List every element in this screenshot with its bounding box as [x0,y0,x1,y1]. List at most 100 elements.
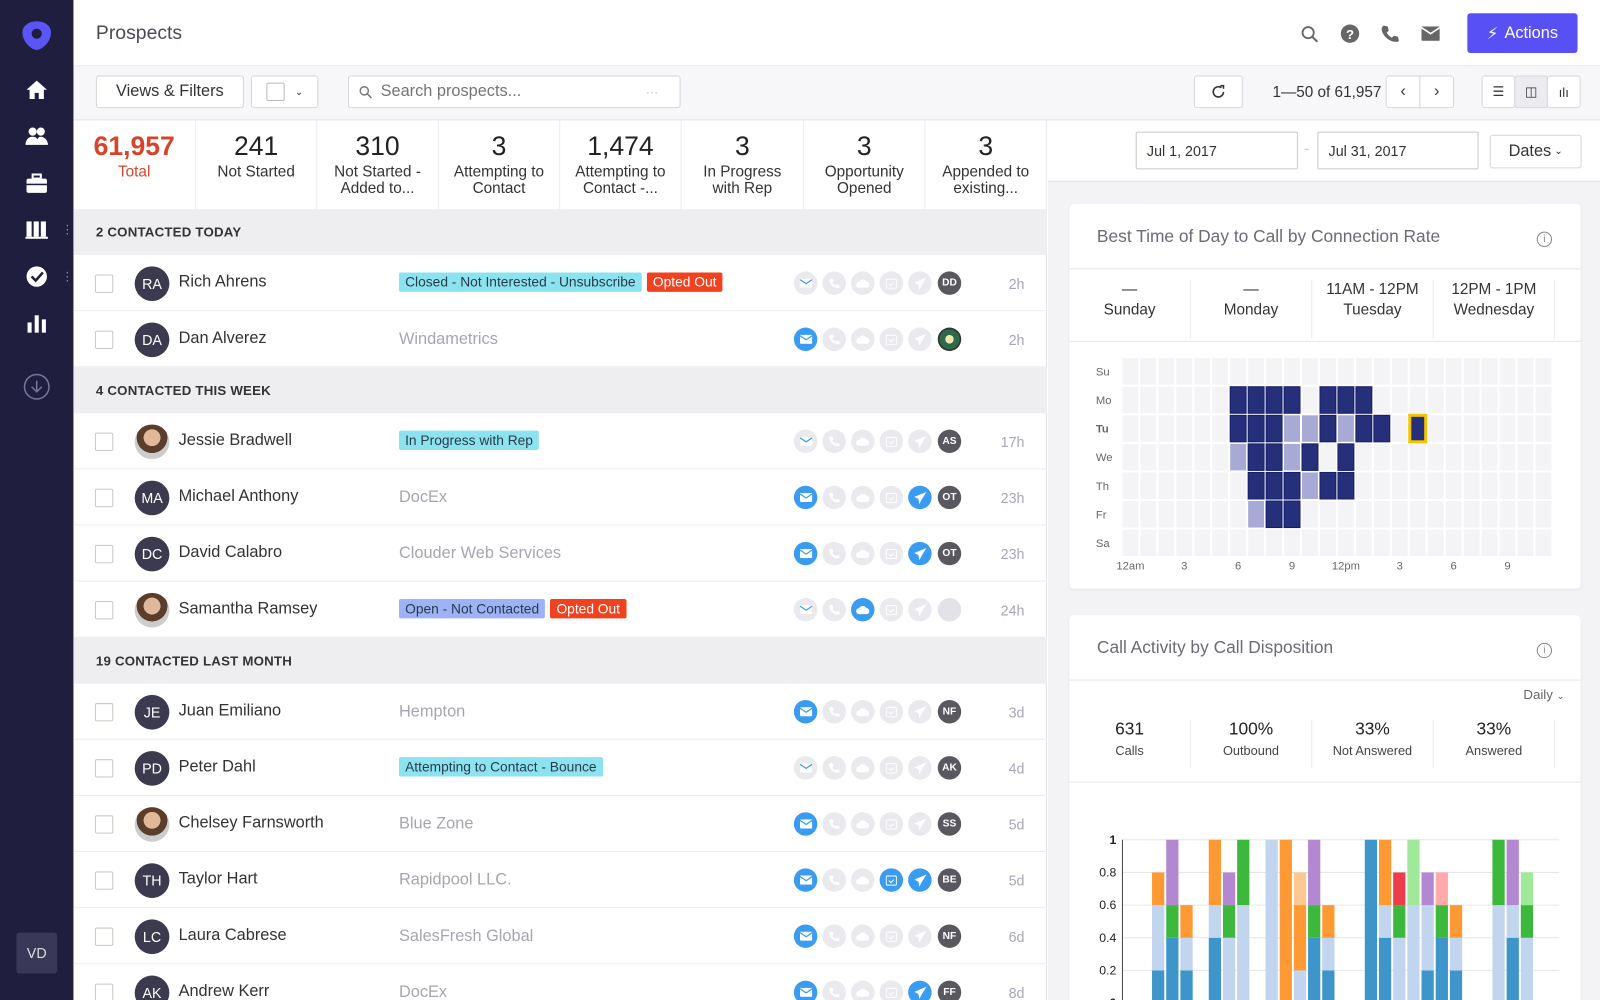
heatmap-cell[interactable] [1499,386,1516,414]
bar-segment[interactable] [1208,905,1222,938]
heatmap-cell[interactable] [1140,529,1157,557]
row-checkbox[interactable] [94,601,114,620]
heatmap-cell[interactable] [1337,415,1354,442]
bar-segment[interactable] [1421,872,1434,906]
heatmap-cell[interactable] [1535,472,1552,499]
email-icon[interactable] [793,980,818,1000]
bar-segment[interactable] [1506,839,1519,906]
reports-icon[interactable] [22,309,51,338]
bar-segment[interactable] [1435,937,1448,1000]
heatmap-cell[interactable] [1463,415,1480,442]
bar-segment[interactable] [1265,839,1278,1000]
send-icon[interactable] [908,597,932,622]
heatmap-cell[interactable] [1337,471,1355,500]
heatmap-cell[interactable] [1409,501,1426,528]
heatmap-cell[interactable] [1373,414,1391,443]
cloud-icon[interactable] [851,429,875,454]
bar-segment[interactable] [1393,872,1406,906]
heatmap-cell[interactable] [1122,501,1139,528]
bar-segment[interactable] [1308,839,1321,906]
heatmap-cell[interactable] [1463,443,1480,471]
bar-segment[interactable] [1222,872,1236,906]
heatmap-cell[interactable] [1409,529,1426,557]
heatmap-cell[interactable] [1176,443,1193,471]
phone-icon[interactable] [822,868,846,892]
briefcase-icon[interactable] [22,169,51,198]
heatmap-cell[interactable] [1445,529,1462,557]
status-tag[interactable]: In Progress with Rep [398,430,540,450]
heatmap-cell[interactable] [1212,443,1229,471]
heatmap-cell[interactable] [1373,472,1390,499]
heatmap-cell[interactable] [1391,501,1408,528]
bar-segment[interactable] [1152,872,1165,906]
bar-segment[interactable] [1421,970,1434,1000]
calendar-icon[interactable] [879,541,904,566]
library-icon[interactable] [22,215,51,244]
company-name[interactable]: SalesFresh Global [398,927,534,945]
heatmap-cell[interactable] [1355,358,1372,385]
mail-icon[interactable] [1419,22,1441,44]
heatmap-cell[interactable] [1247,443,1265,471]
heatmap-cell[interactable] [1176,501,1193,528]
email-icon[interactable] [793,271,818,295]
row-checkbox[interactable] [94,274,114,293]
refresh-button[interactable] [1193,75,1243,109]
heatmap-cell[interactable] [1517,529,1534,557]
bar-segment[interactable] [1166,839,1179,906]
row-checkbox[interactable] [94,815,114,834]
heatmap-cell[interactable] [1427,358,1444,385]
heatmap-cell[interactable] [1373,529,1390,557]
heatmap-cell[interactable] [1284,443,1300,471]
heatmap-cell[interactable] [1535,358,1552,385]
bar-segment[interactable] [1166,905,1179,938]
bar-segment[interactable] [1152,970,1165,1000]
heatmap-cell[interactable] [1535,501,1552,528]
bar-segment[interactable] [1393,905,1406,938]
bar-segment[interactable] [1378,905,1392,938]
prev-page-button[interactable]: ‹ [1385,75,1421,109]
cloud-icon[interactable] [851,699,875,724]
status-tag[interactable]: Open - Not Contacted [398,598,546,619]
phone-icon[interactable] [822,541,846,566]
heatmap-cell[interactable] [1481,472,1498,499]
heatmap-cell[interactable] [1140,472,1157,499]
heatmap-cell[interactable] [1284,529,1300,557]
email-icon[interactable] [793,327,818,352]
row-checkbox[interactable] [94,703,114,722]
heatmap-cell[interactable] [1283,471,1301,500]
bar-segment[interactable] [1180,937,1193,971]
bar-segment[interactable] [1449,905,1463,938]
heatmap-cell[interactable] [1535,415,1552,442]
heatmap-cell[interactable] [1265,471,1283,500]
stat-7[interactable]: 3 Appended to existing... [926,120,1047,210]
company-name[interactable]: Windametrics [398,330,498,348]
heatmap-cell[interactable] [1265,443,1283,471]
row-checkbox[interactable] [94,330,114,349]
heatmap-cell[interactable] [1176,529,1193,557]
search-box[interactable]: ··· [347,75,681,109]
heatmap-cell[interactable] [1463,529,1480,557]
bar-segment[interactable] [1222,937,1236,1000]
heatmap-cell[interactable] [1194,443,1211,471]
phone-icon[interactable] [1379,22,1401,44]
bar-segment[interactable] [1393,937,1406,1000]
user-avatar[interactable]: VD [16,932,58,974]
email-icon[interactable] [793,924,818,948]
heatmap-cell[interactable] [1194,501,1211,528]
heatmap-cell[interactable] [1535,386,1552,414]
heatmap-cell[interactable] [1122,529,1139,557]
row-checkbox[interactable] [94,871,114,890]
search-input[interactable] [380,82,646,102]
row-checkbox[interactable] [94,983,114,1000]
heatmap-cell[interactable] [1302,415,1318,442]
heatmap-cell[interactable] [1427,415,1444,442]
bar-segment[interactable] [1492,839,1505,906]
send-icon[interactable] [908,756,932,780]
heatmap-cell[interactable] [1140,386,1157,414]
send-icon[interactable] [908,980,932,1000]
cloud-icon[interactable] [851,924,875,948]
heatmap-cell[interactable] [1499,415,1516,442]
heatmap-cell[interactable] [1248,358,1265,385]
heatmap-cell[interactable] [1194,386,1211,414]
heatmap-cell[interactable] [1319,529,1336,557]
